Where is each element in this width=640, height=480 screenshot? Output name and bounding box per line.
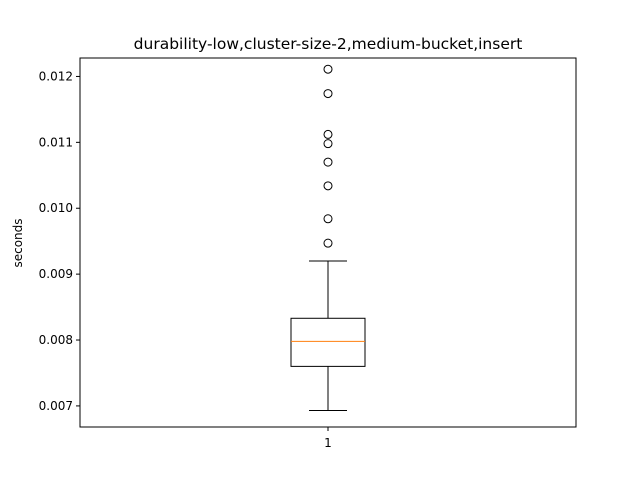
y-tick-label: 0.007 bbox=[39, 399, 73, 413]
outlier-point bbox=[323, 139, 333, 149]
outlier-point bbox=[323, 64, 333, 74]
plot-layer: 0.007 0.008 0.009 0.010 0.011 0.012 1 bbox=[39, 64, 366, 450]
iqr-box bbox=[290, 317, 366, 367]
outlier-point bbox=[323, 129, 333, 139]
y-tick-label: 0.012 bbox=[39, 69, 73, 83]
y-tick-label: 0.010 bbox=[39, 201, 73, 215]
y-tick-label: 0.009 bbox=[39, 267, 73, 281]
outlier-point bbox=[323, 157, 333, 167]
y-axis-label: seconds bbox=[11, 218, 25, 267]
y-tick-label: 0.011 bbox=[39, 135, 73, 149]
y-tick-label: 0.008 bbox=[39, 333, 73, 347]
axes-frame bbox=[79, 57, 577, 428]
outlier-point bbox=[323, 89, 333, 99]
x-tick-label: 1 bbox=[324, 436, 332, 450]
outlier-point bbox=[323, 181, 333, 191]
chart-title: durability-low,cluster-size-2,medium-buc… bbox=[134, 35, 523, 53]
outlier-point bbox=[323, 238, 333, 248]
outlier-point bbox=[323, 214, 333, 224]
